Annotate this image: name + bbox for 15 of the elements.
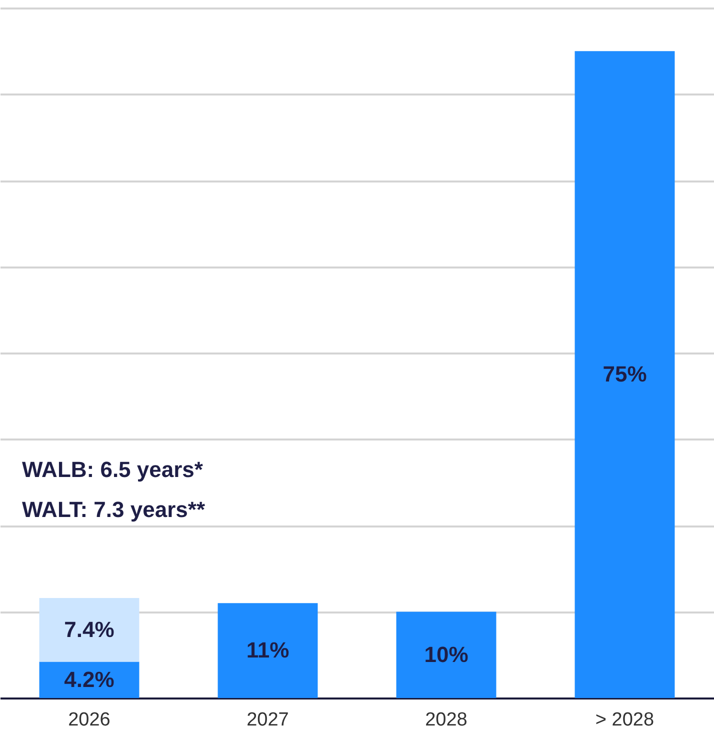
x-tick-label: 2026 xyxy=(68,710,110,730)
data-label: 4.2% xyxy=(64,666,114,692)
bar xyxy=(574,51,675,698)
bar xyxy=(39,598,140,662)
x-tick-label: 2027 xyxy=(246,710,289,730)
bar xyxy=(396,612,496,698)
x-tick-label: 2028 xyxy=(425,710,468,730)
annotation: WALT: 7.3 years** xyxy=(22,497,206,522)
data-label: 10% xyxy=(424,642,468,667)
x-tick-label: > 2028 xyxy=(595,710,654,730)
data-label: 11% xyxy=(246,638,290,663)
data-label: 75% xyxy=(602,362,647,387)
data-label: 7.4% xyxy=(64,616,114,642)
bar xyxy=(218,603,318,698)
annotation: WALB: 6.5 years* xyxy=(22,457,204,482)
